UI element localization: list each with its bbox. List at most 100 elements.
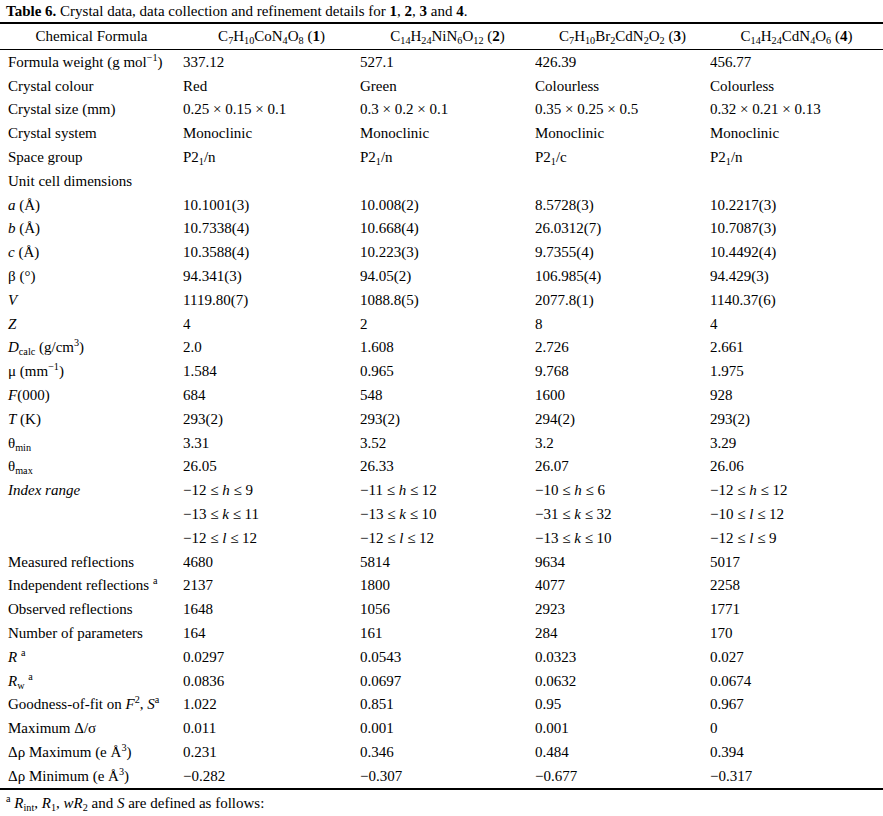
data-cell: 2.661 [710,336,883,360]
data-cell: 8 [535,312,710,336]
data-cell: 10.7338(4) [183,217,360,241]
data-cell: 0.0297 [183,645,360,669]
row-label: Crystal size (mm) [0,98,183,122]
data-cell: 5017 [710,550,883,574]
table-row: β (°)94.341(3)94.05(2)106.985(4)94.429(3… [0,264,883,288]
data-cell: −31 ≤ k ≤ 32 [535,502,710,526]
table-row: −12 ≤ l ≤ 12−12 ≤ l ≤ 12−13 ≤ k ≤ 10−12 … [0,526,883,550]
data-cell: −12 ≤ l ≤ 12 [183,526,360,550]
data-cell: 10.7087(3) [710,217,883,241]
data-cell: 4 [710,312,883,336]
data-cell: 0.011 [183,716,360,740]
data-cell: 0.001 [535,716,710,740]
data-cell: 0.0674 [710,669,883,693]
data-cell: −13 ≤ k ≤ 10 [535,526,710,550]
data-cell: Colourless [535,74,710,98]
data-cell: 293(2) [360,407,535,431]
row-label: μ (mm−1) [0,359,183,383]
table-row: Dcalc (g/cm3)2.01.6082.7262.661 [0,336,883,360]
data-cell: Monoclinic [535,121,710,145]
data-cell: 4680 [183,550,360,574]
data-cell: 2.0 [183,336,360,360]
data-cell: 1600 [535,383,710,407]
data-cell: 26.33 [360,455,535,479]
row-label: Crystal system [0,121,183,145]
data-cell: −0.282 [183,764,360,789]
data-cell: −12 ≤ l ≤ 12 [360,526,535,550]
data-cell [710,169,883,193]
data-cell: 0.0632 [535,669,710,693]
data-cell: 5814 [360,550,535,574]
data-cell: 94.341(3) [183,264,360,288]
table-row: θmax26.0526.3326.0726.06 [0,455,883,479]
table-row: Crystal systemMonoclinicMonoclinicMonocl… [0,121,883,145]
data-cell: 8.5728(3) [535,193,710,217]
data-cell: −11 ≤ h ≤ 12 [360,478,535,502]
data-cell: 2923 [535,597,710,621]
data-cell: 1.022 [183,693,360,717]
data-cell: 2 [360,312,535,336]
column-header-compound-2: C14H24NiN6O12 (2) [360,23,535,50]
data-cell: 426.39 [535,50,710,74]
row-label [0,526,183,550]
row-label: Space group [0,145,183,169]
data-cell: 0.001 [360,716,535,740]
table-row: Maximum Δ/σ0.0110.0010.0010 [0,716,883,740]
data-cell: −0.317 [710,764,883,789]
data-cell: −13 ≤ k ≤ 11 [183,502,360,526]
data-cell: 3.52 [360,431,535,455]
data-cell: 26.0312(7) [535,217,710,241]
table-row: −13 ≤ k ≤ 11−13 ≤ k ≤ 10−31 ≤ k ≤ 32−10 … [0,502,883,526]
row-label: Measured reflections [0,550,183,574]
table-row: Rw a0.08360.06970.06320.0674 [0,669,883,693]
row-label: b (Å) [0,217,183,241]
table-row: μ (mm−1)1.5840.9659.7681.975 [0,359,883,383]
data-cell: 0.0323 [535,645,710,669]
data-cell: 0.394 [710,740,883,764]
data-cell: P21/n [183,145,360,169]
data-cell: 2077.8(1) [535,288,710,312]
data-cell: −10 ≤ h ≤ 6 [535,478,710,502]
row-label: Observed reflections [0,597,183,621]
row-label: Δρ Minimum (e Å3) [0,764,183,789]
data-cell: 106.985(4) [535,264,710,288]
row-label: T (K) [0,407,183,431]
row-label: c (Å) [0,240,183,264]
data-cell: 0.3 × 0.2 × 0.1 [360,98,535,122]
table-row: c (Å)10.3588(4)10.223(3)9.7355(4)10.4492… [0,240,883,264]
table-row: Z4284 [0,312,883,336]
row-label: β (°) [0,264,183,288]
row-label: Independent reflections a [0,574,183,598]
data-cell: 26.07 [535,455,710,479]
table-row: Crystal colourRedGreenColourlessColourle… [0,74,883,98]
table-footnote: a Rint, R1, wR2 and S are defined as fol… [0,790,883,812]
data-cell: P21/n [710,145,883,169]
data-cell: 1140.37(6) [710,288,883,312]
row-label [0,502,183,526]
data-cell: −12 ≤ h ≤ 12 [710,478,883,502]
row-label: Crystal colour [0,74,183,98]
paper-page: Table 6. Crystal data, data collection a… [0,0,883,816]
data-cell: 26.05 [183,455,360,479]
data-cell: 0.346 [360,740,535,764]
table-row: R a0.02970.05430.03230.027 [0,645,883,669]
data-cell: Green [360,74,535,98]
data-cell: 9.768 [535,359,710,383]
table-row: Δρ Minimum (e Å3)−0.282−0.307−0.677−0.31… [0,764,883,789]
data-cell: 294(2) [535,407,710,431]
data-cell: 0.231 [183,740,360,764]
data-cell: P21/n [360,145,535,169]
data-cell: Monoclinic [360,121,535,145]
data-cell: 0.0697 [360,669,535,693]
crystal-data-table: Chemical FormulaC7H10CoN4O8 (1)C14H24NiN… [0,22,883,790]
table-row: Independent reflections a213718004077225… [0,574,883,598]
data-cell: 3.31 [183,431,360,455]
table-row: Measured reflections4680581496345017 [0,550,883,574]
table-caption: Table 6. Crystal data, data collection a… [0,0,883,22]
column-header-label: Chemical Formula [0,23,183,50]
data-cell: 293(2) [710,407,883,431]
table-row: Unit cell dimensions [0,169,883,193]
data-cell: 1056 [360,597,535,621]
data-cell: −0.677 [535,764,710,789]
data-cell: 94.05(2) [360,264,535,288]
